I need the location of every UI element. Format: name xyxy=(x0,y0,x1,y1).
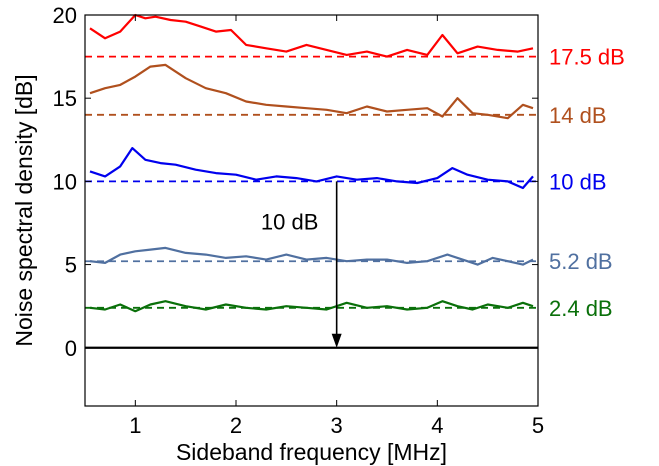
x-tick-label-1: 1 xyxy=(129,413,141,438)
labels-layer: 17.5 dB 14 dB 10 dB 5.2 dB 2.4 dB xyxy=(331,45,625,348)
y-tick-label-10: 10 xyxy=(53,169,77,194)
y-axis-label: Noise spectral density [dB] xyxy=(11,74,37,346)
y-tick-label-15: 15 xyxy=(53,86,77,111)
axes-layer: 1 2 3 4 5 0 5 10 15 20 xyxy=(53,3,545,438)
series-label-10-db: 10 dB xyxy=(549,169,607,194)
y-tick-label-20: 20 xyxy=(53,3,77,28)
annotation-arrow-head xyxy=(331,333,342,348)
annotation-label: 10 dB xyxy=(261,210,319,235)
series-label-17-5-db: 17.5 dB xyxy=(549,45,625,70)
x-tick-label-2: 2 xyxy=(230,413,242,438)
series-line-2-4-db xyxy=(89,300,534,313)
series-label-2-4-db: 2.4 dB xyxy=(549,296,613,321)
series-line-5-2-db xyxy=(89,246,534,266)
y-tick-label-0: 0 xyxy=(65,336,77,361)
series-line-17-5-db xyxy=(89,13,534,58)
series-label-14-db: 14 dB xyxy=(549,103,607,128)
y-tick-label-5: 5 xyxy=(65,253,77,278)
series-line-10-db xyxy=(89,147,534,190)
reference-lines-layer xyxy=(85,55,538,309)
x-tick-label-5: 5 xyxy=(532,413,544,438)
x-tick-label-4: 4 xyxy=(431,413,443,438)
x-tick-label-3: 3 xyxy=(331,413,343,438)
plot-frame xyxy=(84,14,539,407)
series-label-5-2-db: 5.2 dB xyxy=(549,249,613,274)
x-axis-label: Sideband frequency [MHz] xyxy=(176,439,447,465)
series-line-14-db xyxy=(89,63,534,120)
series-layer xyxy=(89,13,534,313)
